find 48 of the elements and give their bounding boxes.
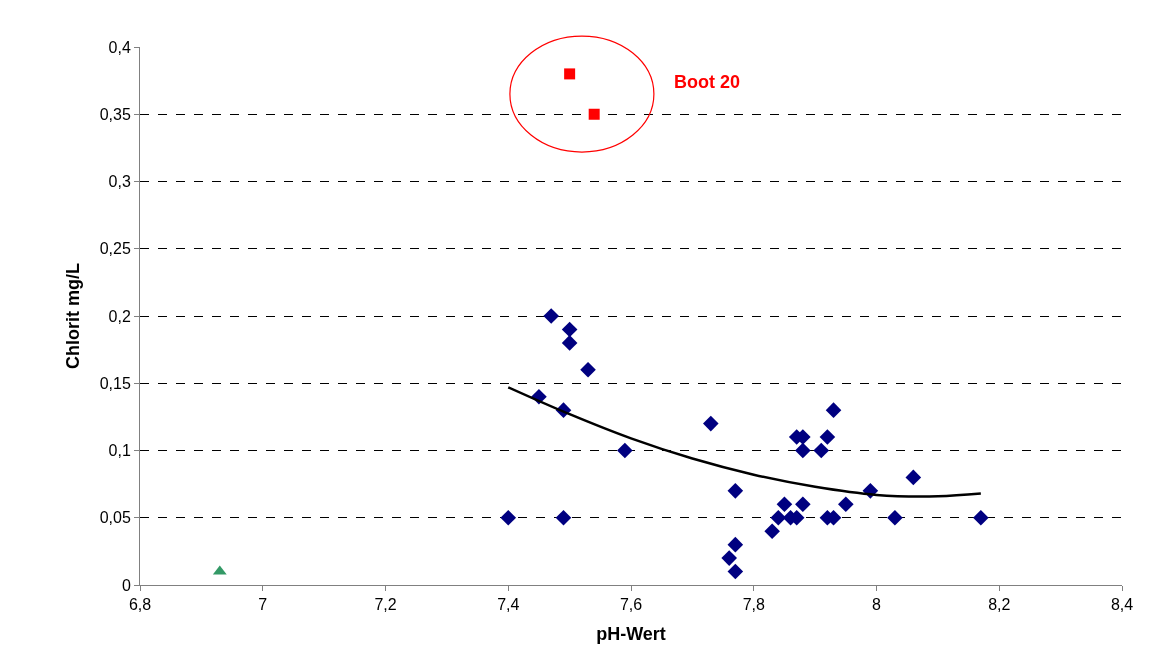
x-tick-label: 6,8 [128, 596, 152, 614]
x-tick-label: 7 [258, 596, 268, 614]
point [813, 442, 830, 459]
point [564, 68, 576, 80]
x-tick-label: 8 [872, 596, 882, 614]
point [580, 362, 596, 378]
point [588, 108, 600, 120]
x-tick-label: 7,8 [742, 596, 765, 614]
y-tick-label: 0,2 [108, 307, 131, 325]
point [561, 335, 578, 351]
x-tick-label: 7,2 [374, 596, 397, 614]
point [838, 496, 854, 513]
y-tick-label: 0,35 [99, 105, 131, 123]
y-tick-label: 0,25 [99, 240, 131, 258]
x-tick-label: 8,2 [988, 596, 1011, 614]
point [795, 442, 811, 459]
x-tick-label: 7,6 [619, 596, 643, 614]
y-tick-label: 0,05 [99, 509, 131, 527]
point [500, 509, 517, 526]
point [905, 469, 922, 486]
point [770, 509, 787, 526]
point [887, 509, 903, 526]
x-axis-title: pH-Wert [596, 624, 666, 645]
point [555, 509, 572, 526]
x-tick-label: 8,4 [1110, 596, 1134, 614]
point [727, 483, 744, 499]
point [702, 415, 719, 432]
point [764, 523, 780, 539]
y-tick-label: 0,3 [108, 173, 131, 191]
y-tick-label: 0,15 [99, 374, 131, 392]
point [721, 550, 737, 566]
annotation: Boot 20 [674, 72, 741, 92]
y-tick-label: 0,1 [108, 442, 131, 460]
point [561, 321, 578, 338]
point [973, 509, 989, 526]
point [727, 536, 744, 553]
point [825, 402, 842, 418]
point [819, 429, 836, 445]
point [727, 563, 744, 580]
point [776, 496, 793, 513]
y-axis-title: Chlorit mg/L [62, 263, 83, 369]
y-tick-label: 0,4 [108, 38, 131, 56]
y-tick-label: 0 [121, 576, 131, 594]
point [543, 308, 560, 324]
x-tick-label: 7,4 [497, 596, 520, 614]
line-series [507, 386, 983, 498]
point [795, 496, 811, 513]
point [617, 442, 633, 459]
